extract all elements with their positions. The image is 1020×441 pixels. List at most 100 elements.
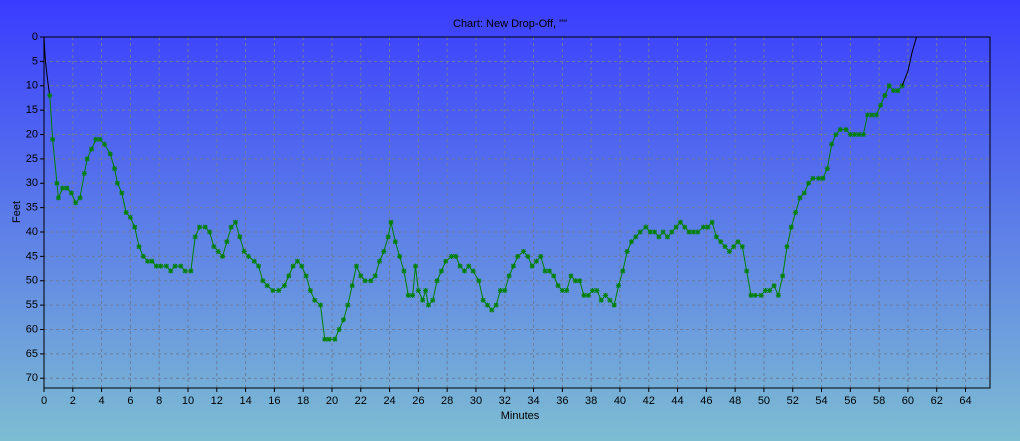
point-marker xyxy=(264,283,270,289)
y-tick-label: 35 xyxy=(26,202,38,214)
point-marker xyxy=(410,292,416,298)
point-marker xyxy=(345,302,351,308)
y-tick-label: 55 xyxy=(26,299,38,311)
point-marker xyxy=(412,263,418,269)
x-tick-label: 58 xyxy=(873,395,885,407)
point-marker xyxy=(780,273,786,279)
x-tick-label: 26 xyxy=(412,395,424,407)
point-marker xyxy=(718,239,724,245)
point-marker xyxy=(611,302,617,308)
point-marker xyxy=(457,263,463,269)
point-marker xyxy=(860,132,866,137)
point-marker xyxy=(538,253,544,259)
point-marker xyxy=(423,288,429,293)
point-marker xyxy=(197,224,203,230)
point-marker xyxy=(899,83,905,89)
y-tick-label: 70 xyxy=(26,372,38,384)
y-tick-label: 0 xyxy=(32,31,38,43)
chart-title: Chart: New Drop-Off, "" xyxy=(453,18,567,30)
point-marker xyxy=(220,253,226,259)
point-marker xyxy=(286,273,292,279)
point-marker xyxy=(493,302,499,308)
point-marker xyxy=(443,258,449,264)
point-marker xyxy=(647,229,653,235)
point-marker xyxy=(735,239,741,245)
point-marker xyxy=(585,292,591,298)
point-marker xyxy=(405,292,411,298)
point-marker xyxy=(616,283,622,289)
x-tick-label: 46 xyxy=(700,395,712,407)
point-marker xyxy=(690,229,696,235)
point-marker xyxy=(425,302,431,308)
point-marker xyxy=(372,273,378,279)
x-tick-label: 16 xyxy=(268,395,280,407)
point-marker xyxy=(47,93,53,98)
point-marker xyxy=(829,141,835,147)
point-marker xyxy=(276,288,282,293)
point-marker xyxy=(510,263,516,269)
point-marker xyxy=(336,327,342,332)
point-marker xyxy=(555,283,561,289)
point-marker xyxy=(392,239,398,245)
point-marker xyxy=(564,288,570,293)
x-tick-label: 6 xyxy=(127,395,133,407)
x-tick-label: 28 xyxy=(441,395,453,407)
point-marker xyxy=(816,175,822,181)
point-marker xyxy=(260,278,266,284)
point-marker xyxy=(299,263,305,269)
point-marker xyxy=(886,83,892,89)
point-marker xyxy=(660,229,666,235)
y-tick-label: 45 xyxy=(26,250,38,262)
point-marker xyxy=(112,166,118,172)
point-marker xyxy=(168,268,174,274)
point-marker xyxy=(797,195,803,201)
point-marker xyxy=(270,288,276,293)
point-marker xyxy=(307,288,313,293)
point-marker xyxy=(77,195,83,201)
point-marker xyxy=(529,263,535,269)
point-marker xyxy=(520,249,526,254)
point-marker xyxy=(637,229,643,235)
x-tick-label: 48 xyxy=(729,395,741,407)
point-marker xyxy=(525,253,531,259)
point-marker xyxy=(695,229,701,235)
x-tick-label: 62 xyxy=(931,395,943,407)
point-marker xyxy=(140,253,146,259)
point-marker xyxy=(656,234,662,240)
point-marker xyxy=(89,146,95,152)
y-tick-label: 65 xyxy=(26,348,38,360)
x-tick-label: 4 xyxy=(99,395,105,407)
point-marker xyxy=(682,224,688,230)
point-marker xyxy=(340,317,346,323)
point-marker xyxy=(882,93,888,98)
point-marker xyxy=(434,278,440,284)
point-marker xyxy=(68,190,74,196)
point-marker xyxy=(806,180,812,186)
point-marker xyxy=(188,268,194,274)
point-marker xyxy=(506,273,512,279)
point-marker xyxy=(163,263,169,269)
point-marker xyxy=(824,166,830,172)
y-tick-label: 5 xyxy=(32,55,38,67)
point-marker xyxy=(101,141,107,147)
point-marker xyxy=(895,88,901,94)
point-marker xyxy=(401,268,407,274)
point-marker xyxy=(461,268,467,274)
x-tick-label: 60 xyxy=(902,395,914,407)
point-marker xyxy=(771,283,777,289)
point-marker xyxy=(381,249,387,254)
point-marker xyxy=(677,219,683,225)
point-marker xyxy=(810,175,816,181)
x-tick-label: 32 xyxy=(499,395,511,407)
point-marker xyxy=(353,263,359,269)
point-marker xyxy=(430,297,436,303)
x-tick-label: 64 xyxy=(959,395,971,407)
point-marker xyxy=(207,229,213,235)
point-marker xyxy=(502,288,508,293)
point-marker xyxy=(758,292,764,298)
x-tick-label: 24 xyxy=(383,395,395,407)
point-marker xyxy=(869,112,875,118)
point-marker xyxy=(793,210,799,215)
point-marker xyxy=(624,249,630,254)
point-marker xyxy=(294,258,300,264)
